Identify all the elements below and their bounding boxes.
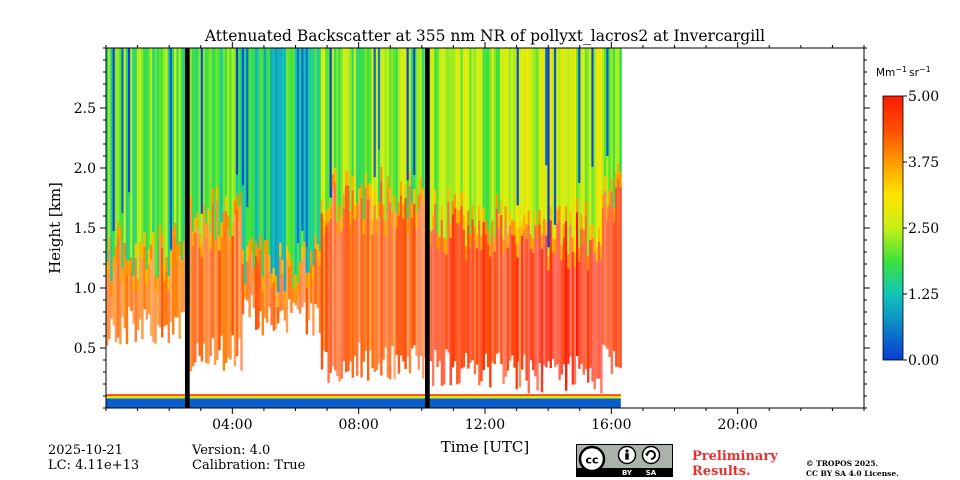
profile-segment	[106, 48, 186, 346]
chart-title: Attenuated Backscatter at 355 nm NR of p…	[204, 27, 765, 45]
colorbar-unit: Mm−1 sr−1	[876, 65, 931, 79]
colorbar-tick-label: 5.00	[908, 89, 939, 105]
colorbar: Mm−1 sr−1 0.00 1.25 2.50 3.75 5.00	[876, 65, 939, 369]
colorbar-tick-label: 0.00	[908, 353, 939, 369]
footer-middle: Version: 4.0 Calibration: True	[192, 443, 305, 473]
profile-segment	[320, 48, 427, 383]
plot-area	[106, 48, 622, 408]
preliminary-line2: Results.	[692, 464, 751, 479]
data-gap	[184, 48, 190, 408]
profile-segment	[429, 48, 518, 390]
license-by: BY	[622, 469, 633, 477]
y-tick-label: 1.5	[74, 221, 96, 237]
footer-version: Version: 4.0	[192, 443, 271, 458]
preliminary-results: Preliminary Results.	[692, 449, 778, 479]
x-axis: 04:00 08:00 12:00 16:00 20:00	[105, 42, 865, 433]
copyright-line1: © TROPOS 2025.	[806, 459, 879, 468]
copyright-line2: CC BY SA 4.0 License.	[806, 469, 899, 478]
x-axis-label: Time [UTC]	[441, 438, 530, 456]
x-tick-label: 08:00	[338, 417, 378, 433]
y-tick-label: 2.5	[74, 101, 96, 117]
x-tick-label: 16:00	[591, 417, 631, 433]
share-alike-icon	[641, 445, 661, 465]
copyright: © TROPOS 2025. CC BY SA 4.0 License.	[806, 459, 899, 479]
y-tick-label: 2.0	[74, 161, 96, 177]
x-tick-label: 20:00	[717, 417, 757, 433]
data-gap	[424, 48, 430, 408]
svg-text:cc: cc	[585, 454, 598, 467]
y-tick-label: 0.5	[74, 341, 96, 357]
cc-by-sa-badge: cc BY SA	[576, 444, 673, 477]
footer-left: 2025-10-21 LC: 4.11e+13	[48, 443, 139, 473]
footer-date: 2025-10-21	[48, 443, 123, 458]
profile-segment	[516, 48, 603, 394]
colorbar-tick-label: 2.50	[908, 221, 939, 237]
colorbar-tick-label: 3.75	[908, 155, 939, 171]
profile-segment	[241, 48, 322, 336]
colorbar-scale	[882, 95, 904, 361]
footer-calibration: Calibration: True	[192, 458, 306, 473]
y-axis: 0.5 1.0 1.5 2.0 2.5	[74, 47, 870, 409]
y-axis-label: Height [km]	[46, 182, 64, 274]
preliminary-line1: Preliminary	[692, 449, 778, 464]
cc-icon	[578, 445, 606, 473]
license-sa: SA	[646, 469, 657, 477]
profile-segment	[601, 48, 622, 374]
profile-segment	[189, 48, 243, 372]
x-tick-label: 12:00	[465, 417, 505, 433]
x-tick-label: 04:00	[212, 417, 252, 433]
colorbar-tick-label: 1.25	[908, 287, 939, 303]
surface-layer	[106, 394, 621, 408]
y-tick-label: 1.0	[74, 281, 96, 297]
footer-lc: LC: 4.11e+13	[48, 458, 140, 473]
